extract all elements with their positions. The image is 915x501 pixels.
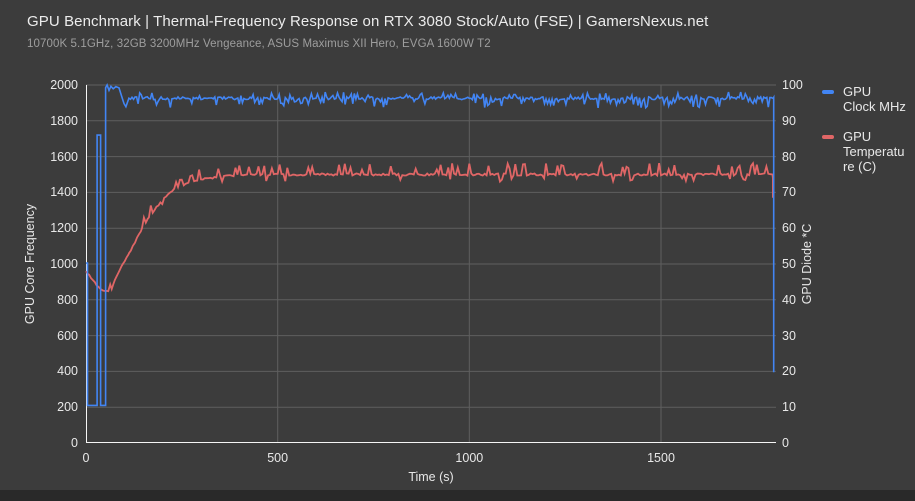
y-right-tick-label: 80 [782, 149, 796, 164]
y-left-tick-label: 800 [57, 292, 78, 307]
x-tick-label: 1000 [455, 451, 484, 465]
legend-label: GPU Clock MHz [843, 84, 906, 114]
y-right-tick-label: 0 [782, 436, 789, 450]
legend-label-line: Temperatu [843, 144, 905, 159]
y-left-tick-label: 1000 [50, 257, 78, 271]
y-left-tick-label: 1200 [50, 221, 78, 236]
legend-swatch [822, 90, 834, 94]
legend-label: GPU Temperatu re (C) [843, 129, 904, 174]
series-line-gpu-clock [86, 83, 775, 407]
y-right-tick-label: 60 [782, 221, 796, 236]
y-right-tick-label: 40 [782, 292, 796, 307]
x-axis-title: Time (s) [408, 470, 454, 484]
y-left-tick-label: 1800 [50, 113, 78, 128]
legend-label-line: Clock MHz [843, 99, 906, 114]
y-left-tick-label: 1400 [50, 185, 78, 200]
legend-label-line: GPU [843, 129, 872, 144]
y-right-tick-label: 20 [782, 364, 796, 379]
chart-subtitle: 10700K 5.1GHz, 32GB 3200MHz Vengeance, A… [27, 38, 491, 50]
y-left-tick-label: 1600 [50, 149, 78, 164]
legend-label-line: re (C) [843, 159, 877, 174]
chart-title: GPU Benchmark | Thermal-Frequency Respon… [27, 13, 709, 30]
legend-swatch [822, 135, 834, 139]
y-left-tick-label: 2000 [50, 78, 78, 92]
y-axis-title-left: GPU Core Frequency [23, 203, 37, 325]
legend-entry-gpu-temperature-c-: GPU Temperatu re (C) [822, 129, 906, 174]
legend-label-line: GPU [843, 84, 872, 99]
y-left-tick-label: 400 [57, 364, 78, 379]
y-right-tick-label: 100 [782, 78, 803, 92]
y-left-tick-label: 0 [71, 436, 78, 450]
y-right-tick-label: 10 [782, 400, 796, 415]
bottom-bar [0, 490, 915, 501]
y-right-tick-label: 30 [782, 328, 796, 343]
y-right-tick-label: 90 [782, 113, 796, 128]
x-tick-label: 500 [267, 451, 289, 465]
y-left-tick-label: 600 [57, 328, 78, 343]
plot-area [85, 83, 776, 443]
y-right-tick-label: 70 [782, 185, 796, 200]
y-right-tick-label: 50 [782, 257, 796, 271]
series-line-gpu-temperature [85, 160, 774, 293]
legend: GPU Clock MHz GPU Temperatu re (C) [822, 84, 906, 174]
y-left-tick-label: 200 [57, 400, 78, 415]
y-axis-title-right: GPU Diode *C [800, 223, 814, 305]
x-tick-label: 0 [82, 451, 90, 465]
x-tick-label: 1500 [647, 451, 675, 465]
legend-entry-gpu-clock-mhz: GPU Clock MHz [822, 84, 906, 114]
